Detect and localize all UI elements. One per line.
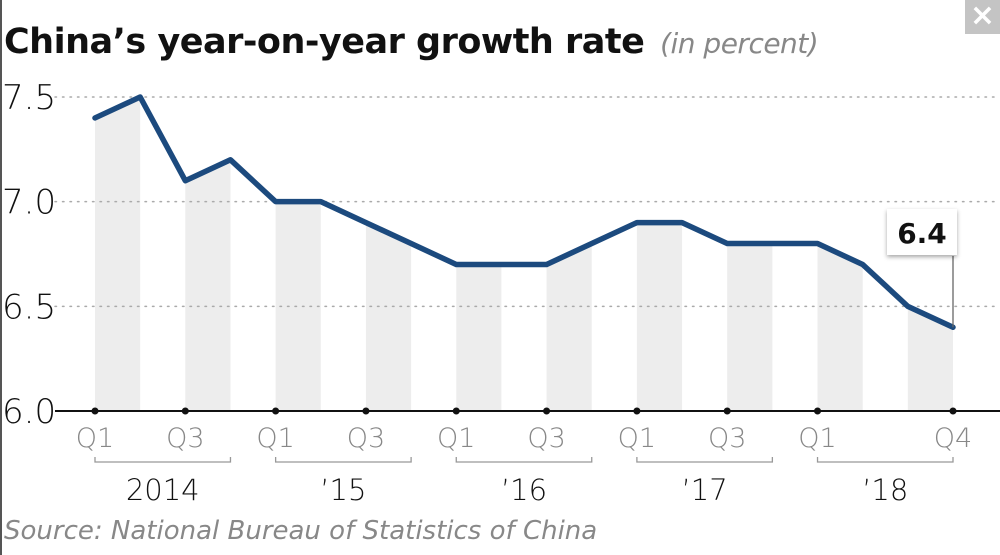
x-tick-dot — [723, 407, 731, 415]
annotation-label: 6.4 — [897, 217, 947, 250]
title-subtitle: (in percent) — [660, 27, 819, 60]
year-label: ’16 — [501, 473, 547, 507]
x-tick-dot — [949, 407, 957, 415]
annotation-box — [887, 209, 957, 255]
x-tick-dot — [362, 407, 370, 415]
shaded-band — [185, 159, 231, 411]
x-tick-dot — [543, 407, 551, 415]
year-label: 2014 — [126, 473, 200, 507]
chart-title: China’s year-on-year growth rate (in per… — [4, 22, 819, 62]
gridlines — [54, 96, 1000, 308]
series-line-group — [92, 94, 956, 331]
x-tick-dot — [272, 407, 280, 415]
y-tick-label: 7.5 — [2, 78, 56, 118]
quarter-label: Q1 — [618, 423, 656, 454]
source-note: Source: National Bureau of Statistics of… — [4, 516, 598, 546]
x-tick-dot — [633, 407, 641, 415]
year-label: ’15 — [320, 473, 366, 507]
y-tick-label: 6.5 — [2, 287, 56, 327]
y-axis-ticks: 6.0 6.5 7.0 7.5 — [2, 78, 56, 432]
quarter-label: Q1 — [76, 423, 114, 454]
x-axis — [55, 407, 1000, 415]
x-tick-dot — [814, 407, 822, 415]
quarter-label: Q4 — [934, 423, 972, 454]
year-bracket — [274, 457, 412, 463]
quarter-label: Q1 — [256, 423, 294, 454]
year-bracket — [455, 457, 593, 463]
quarter-label: Q1 — [798, 423, 836, 454]
year-bracket — [94, 457, 232, 463]
year-bracket — [816, 457, 954, 463]
year-bracket — [636, 457, 774, 463]
year-label: ’18 — [862, 473, 908, 507]
y-tick-label: 7.0 — [2, 183, 56, 223]
title-text: China’s year-on-year growth rate — [4, 22, 645, 62]
shaded-band — [95, 97, 141, 411]
annotation-group: 6.4 — [887, 209, 957, 328]
x-tick-dot — [91, 407, 99, 415]
quarter-label: Q1 — [437, 423, 475, 454]
x-axis-labels: Q1 Q3 Q1 Q3 Q1 Q3 Q1 Q3 Q1 Q4 2014 ’15 ’16 ’17 ’18 — [76, 423, 972, 507]
series-line — [92, 94, 956, 331]
x-tick-dot — [452, 407, 460, 415]
shaded-band — [907, 306, 953, 411]
left-border — [0, 0, 2, 555]
x-tick-dot — [181, 407, 189, 415]
quarter-label: Q3 — [347, 423, 385, 454]
y-tick-label: 6.0 — [2, 392, 56, 432]
shaded-band — [456, 264, 502, 411]
shaded-band — [275, 201, 321, 411]
year-label: ’17 — [682, 473, 728, 507]
shaded-band — [546, 243, 592, 411]
shaded-band — [817, 243, 863, 411]
shaded-band — [365, 222, 412, 411]
close-button[interactable]: × — [965, 0, 1000, 34]
quarter-label: Q3 — [166, 423, 204, 454]
shaded-band — [727, 243, 773, 411]
shaded-bands — [95, 97, 953, 411]
close-icon: × — [969, 0, 996, 33]
shaded-band — [636, 222, 683, 411]
quarter-label: Q3 — [527, 423, 565, 454]
quarter-label: Q3 — [708, 423, 746, 454]
